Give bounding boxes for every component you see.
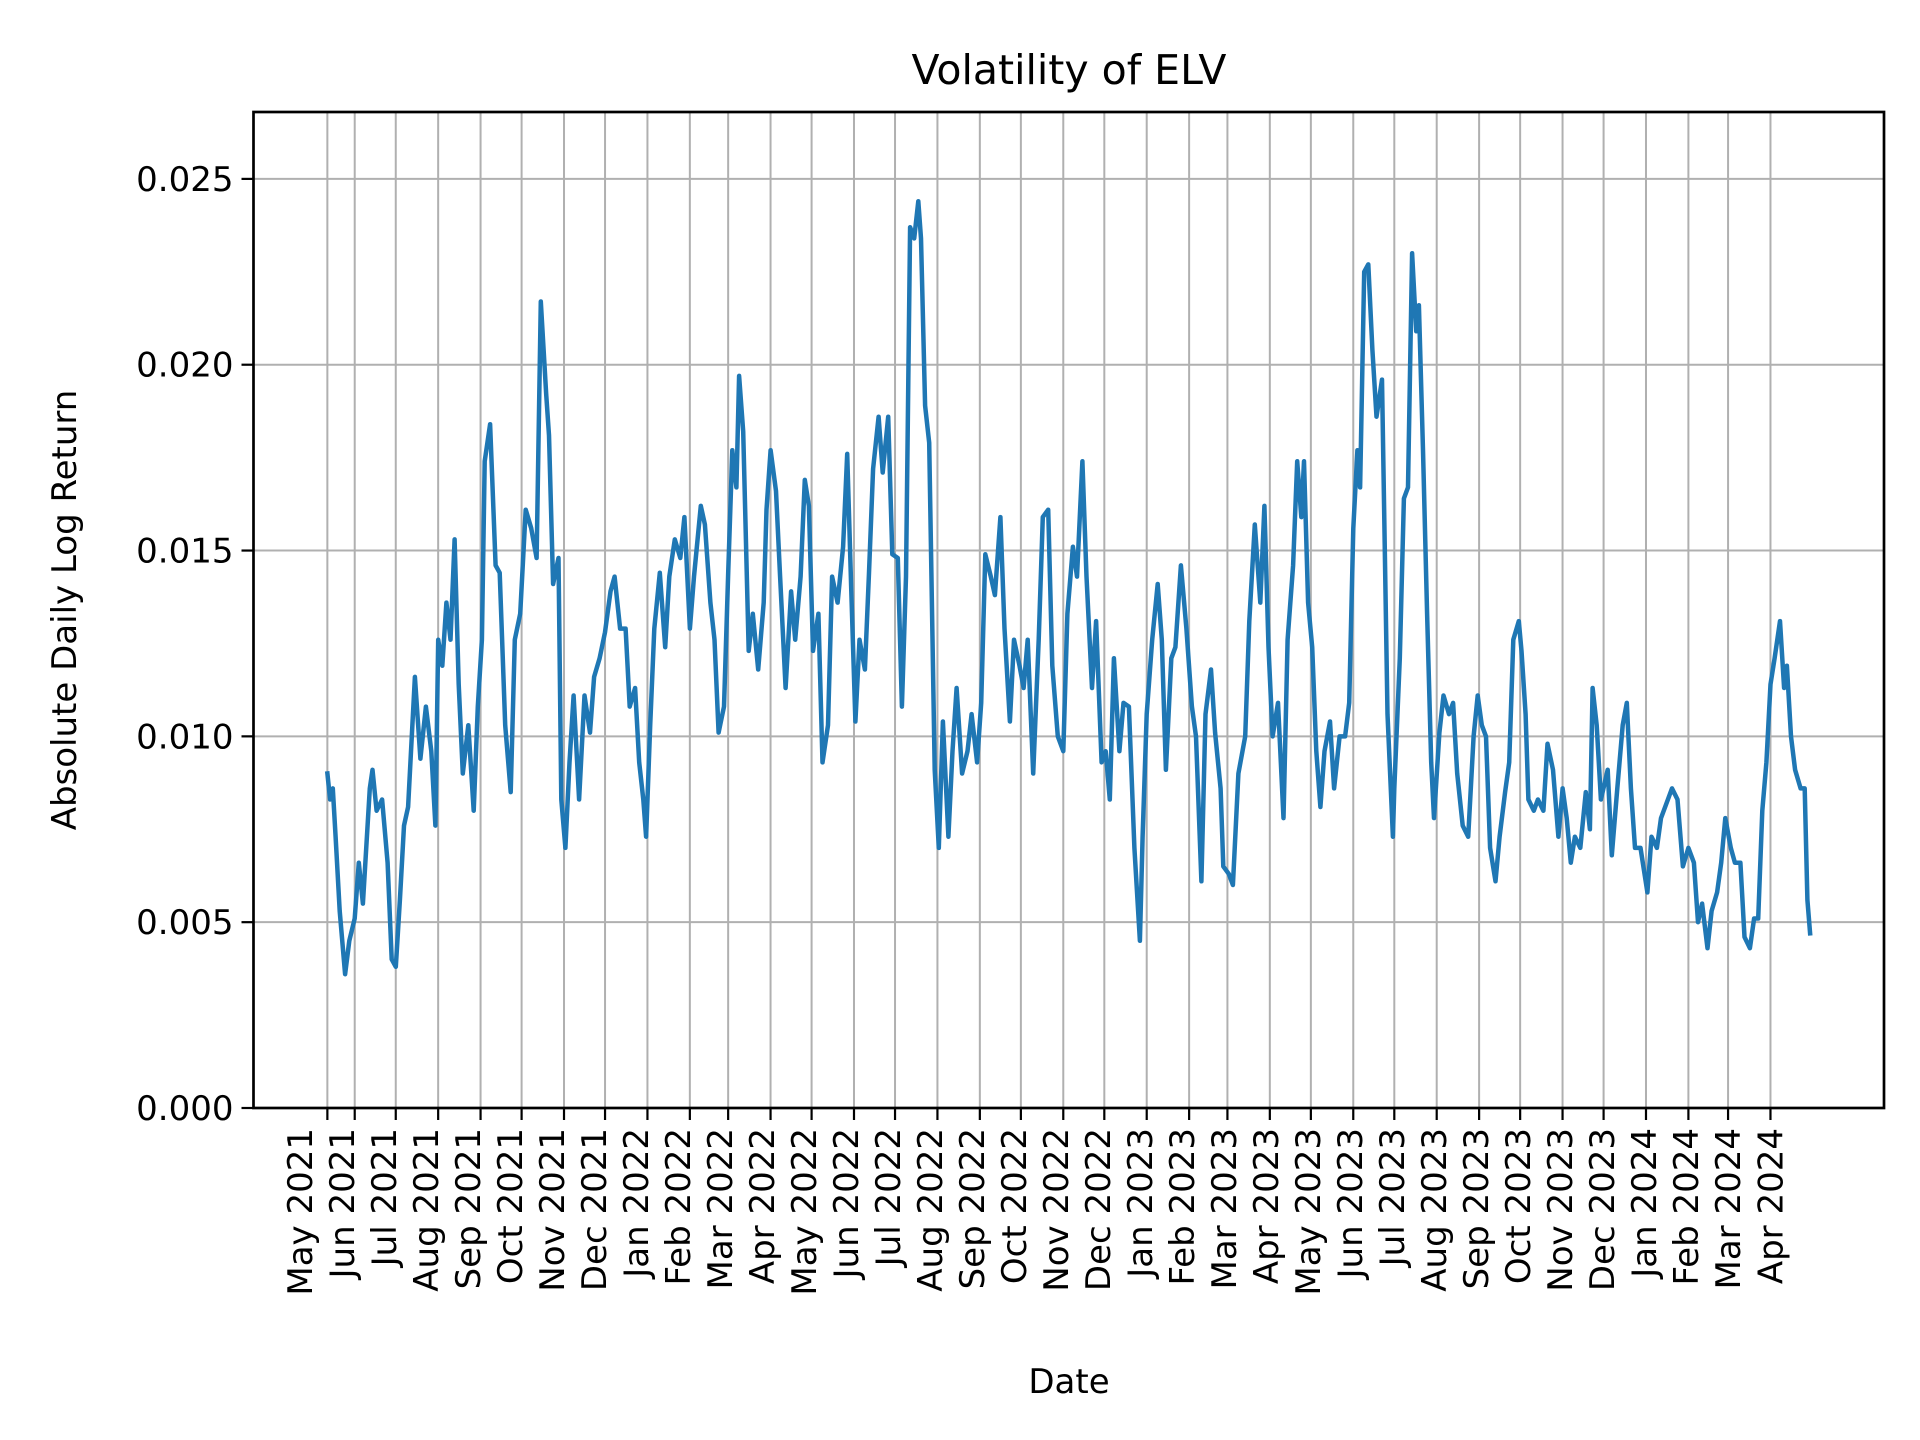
x-tick-label: Mar 2023 (1205, 1128, 1245, 1289)
x-tick-label: Sep 2023 (1457, 1128, 1497, 1289)
chart-title: Volatility of ELV (912, 46, 1227, 94)
x-tick-label: Sep 2022 (953, 1128, 993, 1289)
x-tick-label: Apr 2024 (1752, 1128, 1792, 1284)
y-tick-label: 0.000 (136, 1089, 233, 1129)
x-tick-label: Aug 2022 (911, 1128, 951, 1292)
x-tick-label: Dec 2021 (575, 1128, 615, 1291)
x-tick-label: Apr 2022 (743, 1128, 783, 1284)
y-tick-label: 0.010 (136, 717, 233, 757)
x-tick-label: Feb 2024 (1667, 1128, 1707, 1286)
x-tick-label: Feb 2022 (659, 1128, 699, 1286)
x-tick-label: Dec 2022 (1079, 1128, 1119, 1291)
x-tick-label: Dec 2023 (1583, 1128, 1623, 1291)
x-tick-label: Jun 2021 (323, 1128, 363, 1280)
y-axis: 0.000 0.005 0.010 0.015 0.020 0.025 (136, 160, 254, 1129)
x-axis-title: Date (1028, 1362, 1109, 1402)
x-tick-label: Mar 2022 (701, 1128, 741, 1289)
y-tick-label: 0.025 (136, 160, 233, 200)
x-tick-label: Oct 2023 (1499, 1128, 1539, 1284)
x-tick-label: Jun 2022 (827, 1128, 867, 1280)
y-tick-label: 0.015 (136, 532, 233, 572)
series-layer (324, 198, 1813, 977)
x-tick-label: Apr 2023 (1247, 1128, 1287, 1284)
x-tick-label: Feb 2023 (1163, 1128, 1203, 1286)
x-tick-label: Mar 2024 (1709, 1128, 1749, 1289)
y-tick-label: 0.020 (136, 346, 233, 386)
x-tick-label: May 2021 (281, 1128, 321, 1296)
x-tick-label: Nov 2022 (1037, 1128, 1077, 1292)
x-tick-label: Sep 2021 (449, 1128, 489, 1289)
x-tick-label: May 2022 (785, 1128, 825, 1296)
x-tick-label: Jul 2023 (1373, 1128, 1413, 1268)
y-tick-label: 0.005 (136, 903, 233, 943)
x-tick-label: Jan 2022 (617, 1128, 657, 1280)
x-tick-label: Aug 2021 (407, 1128, 447, 1292)
x-tick-label: Oct 2022 (995, 1128, 1035, 1284)
x-tick-label: Nov 2023 (1541, 1128, 1581, 1292)
x-tick-label: May 2023 (1289, 1128, 1329, 1296)
y-axis-title: Absolute Daily Log Return (45, 390, 85, 831)
x-tick-label: Jan 2024 (1625, 1128, 1665, 1280)
x-axis: May 2021 Jun 2021 Jul 2021 Aug 2021 Sep 2021… (281, 1108, 1792, 1296)
x-tick-label: Jul 2022 (869, 1128, 909, 1268)
x-tick-label: Jan 2023 (1121, 1128, 1161, 1280)
x-tick-label: Jul 2021 (365, 1128, 405, 1268)
x-tick-label: Nov 2021 (533, 1128, 573, 1292)
axes-frame (252, 110, 1886, 1110)
x-tick-label: Jun 2023 (1331, 1128, 1371, 1280)
x-tick-label: Aug 2023 (1415, 1128, 1455, 1292)
x-tick-label: Oct 2021 (491, 1128, 531, 1284)
volatility-line (324, 198, 1813, 977)
